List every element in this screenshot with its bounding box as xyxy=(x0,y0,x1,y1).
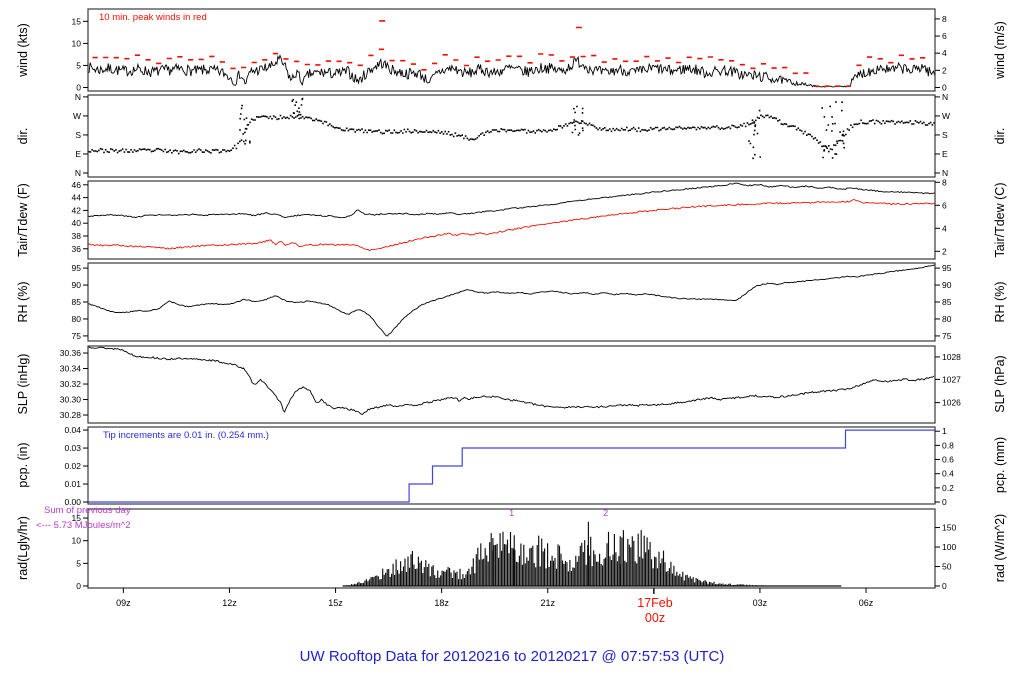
svg-text:12z: 12z xyxy=(222,598,237,608)
svg-text:1026: 1026 xyxy=(942,398,961,408)
svg-text:1028: 1028 xyxy=(942,352,961,362)
svg-text:15: 15 xyxy=(72,513,82,523)
svg-text:0: 0 xyxy=(942,497,947,507)
svg-text:90: 90 xyxy=(942,280,952,290)
svg-text:2: 2 xyxy=(942,65,947,75)
svg-text:15: 15 xyxy=(72,16,82,26)
svg-text:30.32: 30.32 xyxy=(60,379,82,389)
svg-text:90: 90 xyxy=(72,280,82,290)
svg-text:30.28: 30.28 xyxy=(60,410,82,420)
svg-text:0.00: 0.00 xyxy=(64,497,81,507)
svg-text:W: W xyxy=(73,111,81,121)
svg-text:18z: 18z xyxy=(434,598,449,608)
svg-text:30.34: 30.34 xyxy=(60,364,82,374)
svg-text:0: 0 xyxy=(942,581,947,591)
svg-text:0.6: 0.6 xyxy=(942,455,954,465)
svg-text:6: 6 xyxy=(942,200,947,210)
radiation-sum-note-line1: Sum of previous day xyxy=(44,505,131,516)
svg-text:6: 6 xyxy=(942,31,947,41)
svg-text:0.8: 0.8 xyxy=(942,440,954,450)
svg-text:E: E xyxy=(942,149,948,159)
svg-text:5: 5 xyxy=(76,558,81,568)
radiation-sum-note-line2: <--- 5.73 MJoules/m^2 xyxy=(36,520,131,531)
svg-text:E: E xyxy=(75,149,81,159)
svg-text:06z: 06z xyxy=(859,598,874,608)
svg-text:N: N xyxy=(942,92,948,102)
svg-text:1027: 1027 xyxy=(942,374,961,384)
svg-text:44: 44 xyxy=(72,193,82,203)
svg-text:50: 50 xyxy=(942,561,952,571)
svg-text:21z: 21z xyxy=(540,598,555,608)
svg-text:09z: 09z xyxy=(116,598,131,608)
svg-text:0.04: 0.04 xyxy=(64,425,81,435)
svg-text:85: 85 xyxy=(72,297,82,307)
svg-text:0: 0 xyxy=(76,581,81,591)
date-tick-line2: 00z xyxy=(644,611,666,625)
svg-text:0.01: 0.01 xyxy=(64,479,81,489)
svg-text:03z: 03z xyxy=(753,598,768,608)
svg-text:1: 1 xyxy=(942,426,947,436)
svg-text:0.02: 0.02 xyxy=(64,461,81,471)
y-axis-label-rad-left: rad(Lgly/hr) xyxy=(16,516,30,580)
svg-text:95: 95 xyxy=(942,263,952,273)
date-tick-line1: 17Feb xyxy=(637,596,673,610)
svg-text:80: 80 xyxy=(72,314,82,324)
radiation-marker-1: 1 xyxy=(509,508,515,519)
svg-text:10: 10 xyxy=(72,38,82,48)
svg-text:W: W xyxy=(942,111,950,121)
peak-wind-note: 10 min. peak winds in red xyxy=(99,12,207,23)
svg-text:2: 2 xyxy=(942,246,947,256)
tip-increment-note: Tip increments are 0.01 in. (0.254 mm.) xyxy=(103,430,269,441)
svg-text:N: N xyxy=(75,92,81,102)
svg-text:40: 40 xyxy=(72,218,82,228)
svg-text:S: S xyxy=(942,130,948,140)
svg-text:8: 8 xyxy=(942,14,947,24)
svg-text:38: 38 xyxy=(72,231,82,241)
svg-text:80: 80 xyxy=(942,314,952,324)
svg-text:N: N xyxy=(942,168,948,178)
svg-text:4: 4 xyxy=(942,48,947,58)
svg-text:30.30: 30.30 xyxy=(60,395,82,405)
svg-text:0.03: 0.03 xyxy=(64,443,81,453)
svg-text:75: 75 xyxy=(72,331,82,341)
svg-text:S: S xyxy=(75,130,81,140)
svg-text:4: 4 xyxy=(942,223,947,233)
y-axis-label-rad-right: rad (W/m^2) xyxy=(993,513,1007,583)
date-tick-label: 17Feb 00z xyxy=(622,596,688,626)
svg-text:100: 100 xyxy=(942,542,956,552)
svg-text:30.36: 30.36 xyxy=(60,348,82,358)
svg-text:10: 10 xyxy=(72,536,82,546)
svg-text:5: 5 xyxy=(76,60,81,70)
svg-text:N: N xyxy=(75,168,81,178)
svg-text:0.2: 0.2 xyxy=(942,483,954,493)
svg-text:75: 75 xyxy=(942,331,952,341)
svg-text:0.4: 0.4 xyxy=(942,469,954,479)
svg-text:36: 36 xyxy=(72,244,82,254)
svg-text:42: 42 xyxy=(72,205,82,215)
svg-text:46: 46 xyxy=(72,180,82,190)
radiation-marker-2: 2 xyxy=(603,508,609,519)
svg-text:85: 85 xyxy=(942,297,952,307)
svg-text:0: 0 xyxy=(76,82,81,92)
figure-title: UW Rooftop Data for 20120216 to 20120217… xyxy=(299,648,725,665)
svg-text:95: 95 xyxy=(72,263,82,273)
svg-text:15z: 15z xyxy=(328,598,343,608)
svg-text:150: 150 xyxy=(942,523,956,533)
svg-text:8: 8 xyxy=(942,177,947,187)
svg-text:0: 0 xyxy=(942,82,947,92)
